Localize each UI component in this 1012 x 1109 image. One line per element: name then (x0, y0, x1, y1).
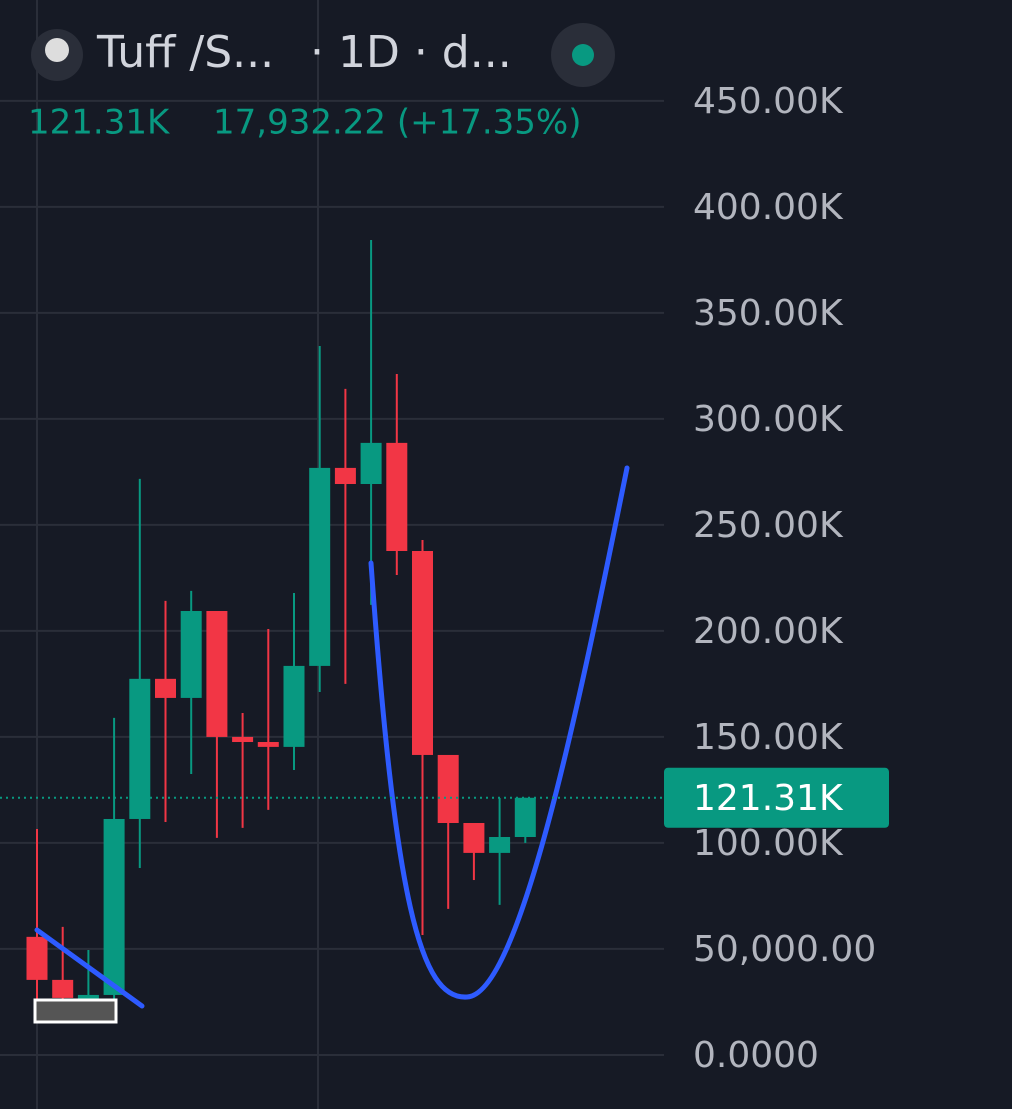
y-tick-label: 200.00K (693, 611, 844, 652)
last-price-label: 121.31K (693, 778, 844, 819)
symbol-icon-face (45, 38, 69, 62)
candle-body (206, 610, 228, 737)
candle-body (77, 994, 99, 999)
candle-body (52, 979, 74, 998)
last-price: 121.31K (28, 103, 171, 143)
price-change: 17,932.22 (+17.35%) (213, 103, 582, 143)
candle-body (437, 754, 459, 824)
candle-body (514, 797, 536, 837)
y-tick-label: 150.00K (693, 717, 844, 758)
candle-body (412, 551, 433, 755)
candle-body (155, 678, 176, 698)
trend-line (34, 927, 145, 1009)
header: Tuff /S... · 1D · d... 121.31K 17,932.22… (28, 23, 615, 143)
candle-body (309, 467, 331, 666)
candle-body (232, 736, 254, 743)
candle-body (257, 742, 279, 747)
y-tick-label: 100.00K (693, 823, 844, 864)
candle-body (26, 936, 48, 980)
y-tick-label: 50,000.00 (693, 929, 876, 970)
cup-curve (368, 465, 630, 1000)
candle-body (283, 665, 305, 747)
y-tick-label: 250.00K (693, 505, 844, 546)
y-tick-label: 0.0000 (693, 1035, 819, 1076)
candle-body (103, 818, 125, 995)
last-price-tag (664, 767, 889, 828)
candle-body (463, 823, 485, 853)
y-tick-label: 450.00K (693, 81, 844, 122)
y-tick-label: 350.00K (693, 293, 844, 334)
candle-body (386, 442, 408, 552)
candle-body (334, 467, 356, 485)
y-tick-label: 400.00K (693, 187, 844, 228)
status-dot (572, 44, 594, 66)
grid (0, 99, 664, 1056)
candle-body (360, 442, 382, 485)
y-tick-label: 300.00K (693, 399, 844, 440)
symbol[interactable]: Tuff /S... (96, 27, 274, 78)
candle-body (129, 678, 151, 819)
candles (26, 239, 536, 1015)
candle-body (489, 836, 511, 853)
candle-body (180, 610, 202, 698)
selection-box (33, 998, 118, 1024)
interval[interactable]: · 1D · d... (310, 27, 512, 78)
